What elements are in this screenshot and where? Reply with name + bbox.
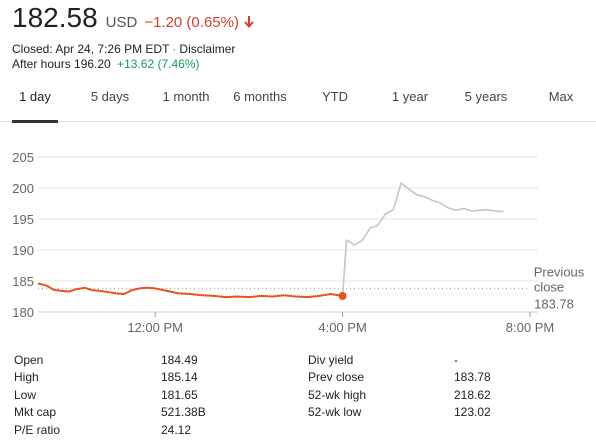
tab-1-year[interactable]: 1 year	[385, 84, 435, 122]
closed-time: Closed: Apr 24, 7:26 PM EDT	[12, 42, 170, 56]
x-tick-label-800PM: 8:00 PM	[506, 320, 554, 335]
tab-5-days[interactable]: 5 days	[86, 84, 134, 122]
tab-max[interactable]: Max	[542, 84, 580, 122]
series-line-regular	[37, 282, 343, 299]
time-range-tabs: 1 day 5 days 1 month 6 months YTD 1 year…	[0, 84, 596, 123]
price-chart[interactable]: 180 185 190 195 200 205 12:00 PM 4:00 PM 8:00 PM…	[0, 140, 596, 340]
y-tick-label-185: 185	[12, 274, 34, 289]
stat-label-div-yield: Div yield	[308, 353, 354, 367]
stat-value-pe-ratio: 24.12	[161, 423, 192, 437]
tab-label: 1 month	[162, 89, 210, 104]
stat-value-52wk-low: 123.02	[454, 405, 491, 419]
tab-1-day[interactable]: 1 day	[12, 84, 58, 123]
stat-label-pe-ratio: P/E ratio	[14, 423, 61, 437]
y-tick-label-205: 205	[12, 150, 34, 165]
after-hours-change: +13.62 (7.46%)	[117, 57, 200, 71]
y-tick-label-195: 195	[12, 212, 34, 227]
tab-label: 5 days	[90, 89, 130, 104]
tab-1-month[interactable]: 1 month	[157, 84, 215, 122]
tab-label: Max	[548, 89, 574, 104]
separator-dot: ·	[172, 42, 177, 56]
tab-6-months[interactable]: 6 months	[228, 84, 292, 122]
currency-code: USD	[105, 14, 138, 31]
stat-value-div-yield: -	[454, 353, 458, 367]
tab-label: 1 year	[391, 89, 429, 104]
after-hours-info: After hours 196.20 +13.62 (7.46%)	[12, 57, 199, 71]
tab-ytd[interactable]: YTD	[314, 84, 356, 122]
stat-value-52wk-high: 218.62	[454, 388, 491, 402]
previous-close-label-line1: Previous	[534, 265, 585, 280]
tab-5-years[interactable]: 5 years	[458, 84, 514, 122]
price-change: −1.20 (0.65%)	[144, 14, 239, 31]
tab-label: 1 day	[19, 89, 51, 104]
stat-label-high: High	[14, 370, 39, 384]
stat-label-low: Low	[14, 388, 37, 402]
x-tick-label-1200PM: 12:00 PM	[127, 320, 183, 335]
arrow-down-icon	[244, 16, 254, 29]
stat-value-mkt-cap: 521.38B	[161, 405, 206, 419]
market-status: Closed: Apr 24, 7:26 PM EDT · Disclaimer	[12, 42, 235, 56]
close-price-marker	[338, 292, 347, 301]
stat-value-low: 181.65	[161, 388, 198, 402]
y-tick-label-180: 180	[12, 305, 34, 320]
y-tick-label-200: 200	[12, 181, 34, 196]
stat-label-52wk-low: 52-wk low	[308, 405, 362, 419]
stat-value-prev-close: 183.78	[454, 370, 491, 384]
stat-label-mkt-cap: Mkt cap	[14, 405, 57, 419]
x-tick-label-400PM: 4:00 PM	[318, 320, 366, 335]
quote-header: 182.58 USD −1.20 (0.65%)	[12, 2, 255, 38]
stat-label-prev-close: Prev close	[308, 370, 365, 384]
disclaimer-link[interactable]: Disclaimer	[179, 42, 236, 56]
stat-value-open: 184.49	[161, 353, 198, 367]
previous-close-label-line2: close	[534, 280, 564, 295]
tab-label: 6 months	[233, 89, 287, 104]
series-line-after-hours	[341, 182, 504, 297]
stat-value-high: 185.14	[161, 370, 198, 384]
after-hours-price: After hours 196.20	[12, 57, 111, 71]
stat-label-open: Open	[14, 353, 44, 367]
current-price: 182.58	[12, 2, 98, 33]
tab-label: YTD	[322, 89, 348, 104]
tab-label: 5 years	[464, 89, 508, 104]
y-tick-label-190: 190	[12, 243, 34, 258]
stat-label-52wk-high: 52-wk high	[308, 388, 367, 402]
previous-close-label-value: 183.78	[534, 297, 574, 312]
